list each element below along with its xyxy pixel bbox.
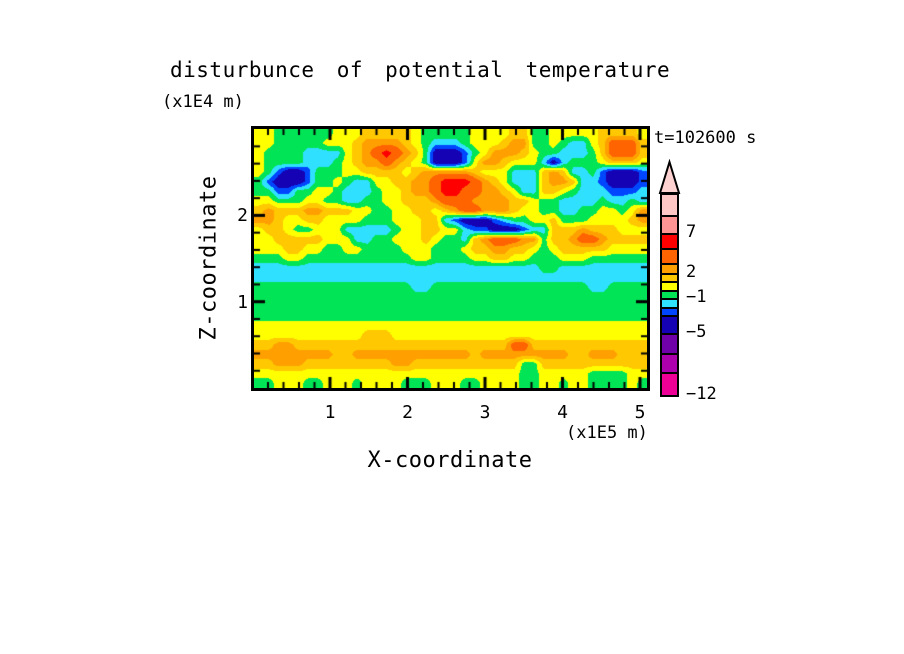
colorbar-cell xyxy=(662,248,677,263)
y-axis-tick-label: 2 xyxy=(237,205,248,227)
colorbar-cell xyxy=(662,372,677,395)
colorbar-cell xyxy=(662,215,677,233)
colorbar xyxy=(660,193,679,397)
colorbar-cell xyxy=(662,315,677,333)
z-unit-label: (x1E4 m) xyxy=(162,92,244,112)
colorbar-cell xyxy=(662,307,677,315)
x-axis-title: X-coordinate xyxy=(367,448,533,473)
colorbar-tick-label: −12 xyxy=(686,384,717,404)
contour-canvas xyxy=(254,129,647,388)
colorbar-cell xyxy=(662,233,677,248)
colorbar-tick-label: 2 xyxy=(686,262,697,282)
colorbar-cell xyxy=(662,353,677,372)
colorbar-cell xyxy=(662,263,677,273)
colorbar-cell xyxy=(662,281,677,290)
colorbar-cell xyxy=(662,273,677,281)
colorbar-cell xyxy=(662,290,677,298)
x-axis-tick-label: 1 xyxy=(324,402,336,423)
chart-title: disturbunce of potential temperature xyxy=(170,58,671,82)
x-axis-tick-label: 2 xyxy=(402,402,413,423)
plot-frame xyxy=(251,126,650,391)
x-axis-tick-label: 5 xyxy=(634,402,646,423)
time-label: t=102600 s xyxy=(654,128,757,148)
x-axis-tick-label: 4 xyxy=(557,402,568,423)
colorbar-arrow-icon xyxy=(658,159,681,194)
colorbar-tick-label: 7 xyxy=(686,222,697,242)
y-axis-title: Z-coordinate xyxy=(196,175,222,341)
x-unit-label: (x1E5 m) xyxy=(566,423,648,443)
colorbar-cell xyxy=(662,333,677,353)
colorbar-tick-label: −5 xyxy=(686,322,707,342)
y-axis-tick-label: 1 xyxy=(237,291,248,313)
x-axis-tick-label: 3 xyxy=(479,402,491,423)
colorbar-cell xyxy=(662,195,677,215)
colorbar-cell xyxy=(662,298,677,307)
colorbar-tick-label: −1 xyxy=(686,287,707,307)
